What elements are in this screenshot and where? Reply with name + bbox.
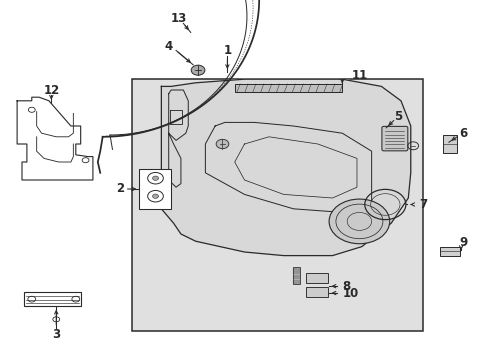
Bar	[132, 79, 422, 331]
Bar	[24, 292, 81, 306]
Polygon shape	[161, 79, 410, 256]
Circle shape	[152, 176, 158, 180]
Text: 6: 6	[459, 127, 467, 140]
Text: 10: 10	[342, 287, 358, 300]
Circle shape	[152, 194, 158, 198]
Text: 5: 5	[394, 111, 402, 123]
Bar	[293, 267, 300, 284]
Bar	[234, 84, 342, 92]
Text: 3: 3	[52, 328, 60, 341]
Circle shape	[191, 65, 204, 75]
Circle shape	[216, 139, 228, 149]
Bar	[139, 169, 171, 209]
FancyBboxPatch shape	[381, 126, 407, 151]
Circle shape	[328, 199, 389, 244]
Text: 12: 12	[43, 84, 60, 97]
Text: 1: 1	[223, 44, 231, 57]
Text: 2: 2	[116, 183, 123, 195]
Text: 7: 7	[418, 198, 427, 211]
Text: 13: 13	[170, 12, 186, 25]
Bar	[439, 247, 459, 256]
Text: 4: 4	[164, 40, 172, 53]
Bar	[305, 287, 327, 297]
Bar	[305, 273, 327, 283]
Text: 11: 11	[351, 69, 367, 82]
Bar	[442, 135, 456, 153]
Text: 9: 9	[459, 237, 467, 249]
Text: 8: 8	[342, 280, 350, 293]
